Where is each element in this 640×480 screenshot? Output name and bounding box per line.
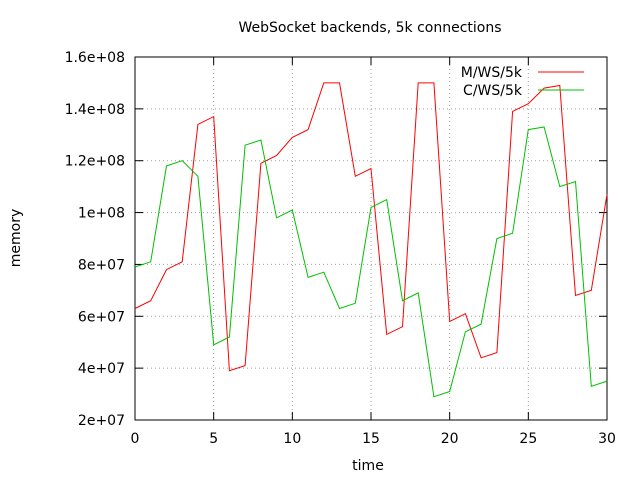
y-tick-label: 2e+07 — [78, 413, 125, 429]
y-tick-labels: 2e+07 4e+07 6e+07 8e+07 1e+08 1.2e+08 1.4e+08 1… — [65, 50, 125, 429]
series-line-1 — [134, 82, 608, 372]
x-tick-label: 5 — [209, 431, 218, 447]
y-tick-label: 1.6e+08 — [65, 50, 125, 66]
x-tick-label: 15 — [362, 431, 380, 447]
x-tick-label: 20 — [441, 431, 459, 447]
legend: M/WS/5k C/WS/5k — [461, 65, 584, 99]
y-axis-label: memory — [8, 209, 24, 268]
x-axis-label: time — [352, 458, 384, 474]
y-tick-label: 8e+07 — [78, 257, 125, 273]
legend-label: M/WS/5k — [461, 65, 523, 81]
x-tick-label: 0 — [131, 431, 140, 447]
y-tick-label: 1e+08 — [78, 206, 125, 222]
x-tick-label: 25 — [519, 431, 537, 447]
legend-label: C/WS/5k — [463, 83, 523, 99]
x-tick-label: 10 — [283, 431, 301, 447]
y-tick-label: 1.2e+08 — [65, 154, 125, 170]
grid-lines — [135, 57, 607, 420]
x-tick-label: 30 — [598, 431, 616, 447]
x-tick-labels: 0 5 10 15 20 25 30 — [131, 431, 616, 447]
series-lines — [134, 82, 608, 398]
series-line-2 — [134, 126, 608, 398]
y-tick-label: 6e+07 — [78, 309, 125, 325]
y-tick-label: 4e+07 — [78, 361, 125, 377]
y-tick-label: 1.4e+08 — [65, 102, 125, 118]
axis-ticks — [134, 56, 608, 421]
chart-title: WebSocket backends, 5k connections — [238, 20, 501, 36]
